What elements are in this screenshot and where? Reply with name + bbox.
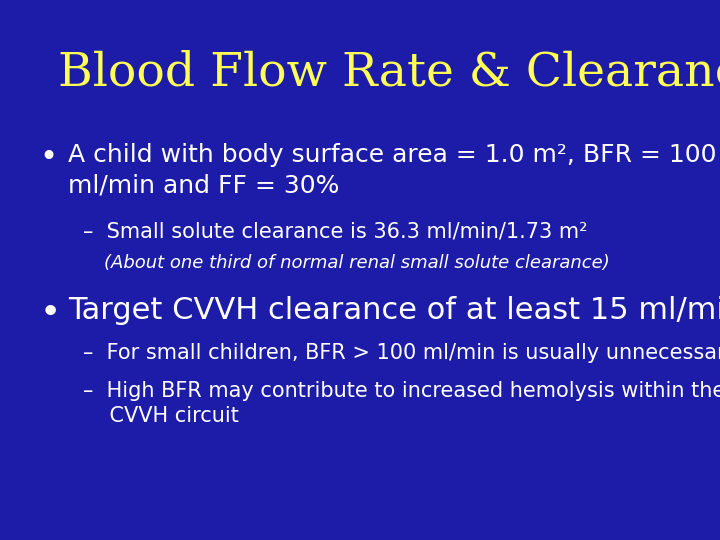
Text: –  Small solute clearance is 36.3 ml/min/1.73 m²: – Small solute clearance is 36.3 ml/min/…	[83, 221, 588, 241]
Text: –  High BFR may contribute to increased hemolysis within the
    CVVH circuit: – High BFR may contribute to increased h…	[83, 381, 720, 426]
Text: (About one third of normal renal small solute clearance): (About one third of normal renal small s…	[104, 254, 610, 272]
Text: •: •	[40, 143, 58, 172]
Text: Blood Flow Rate & Clearance: Blood Flow Rate & Clearance	[58, 50, 720, 96]
Text: Target CVVH clearance of at least 15 ml/min/1.73 m²: Target CVVH clearance of at least 15 ml/…	[68, 296, 720, 325]
Text: •: •	[40, 296, 61, 330]
Text: –  For small children, BFR > 100 ml/min is usually unnecessary: – For small children, BFR > 100 ml/min i…	[83, 343, 720, 363]
Text: A child with body surface area = 1.0 m², BFR = 100
ml/min and FF = 30%: A child with body surface area = 1.0 m²,…	[68, 143, 717, 198]
